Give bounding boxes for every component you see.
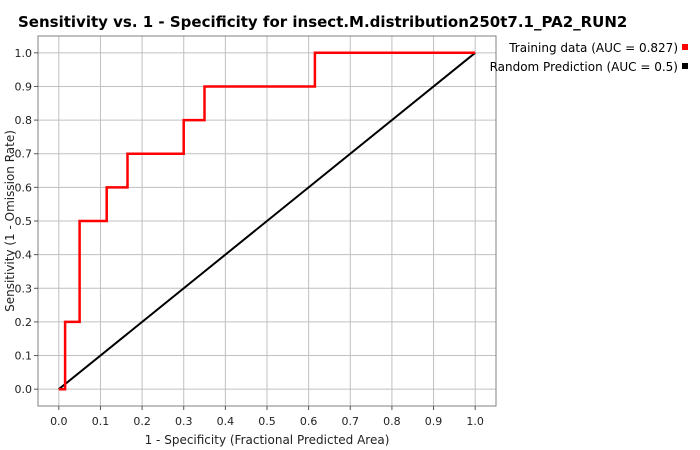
legend-random-prediction-swatch bbox=[682, 63, 688, 69]
training-data-line bbox=[58, 51, 476, 391]
y-tick-label: 0.5 bbox=[15, 215, 33, 228]
y-tick-label: 0.7 bbox=[15, 148, 33, 161]
y-tick-label: 0.0 bbox=[15, 383, 33, 396]
x-tick-label: 0.2 bbox=[133, 415, 151, 428]
y-axis-label: Sensitivity (1 - Omission Rate) bbox=[3, 130, 17, 312]
x-tick-label: 0.4 bbox=[217, 415, 235, 428]
x-axis-label: 1 - Specificity (Fractional Predicted Ar… bbox=[145, 433, 390, 447]
y-tick-label: 0.2 bbox=[15, 316, 33, 329]
series-lines bbox=[58, 51, 476, 391]
y-tick-label: 0.8 bbox=[15, 114, 33, 127]
x-tick-label: 0.1 bbox=[92, 415, 110, 428]
x-tick-label: 0.5 bbox=[258, 415, 276, 428]
x-tick-label: 0.9 bbox=[425, 415, 443, 428]
legend-random-prediction-label: Random Prediction (AUC = 0.5) bbox=[490, 60, 678, 74]
legend-training-data-label: Training data (AUC = 0.827) bbox=[508, 41, 678, 55]
x-tick-label: 0.0 bbox=[50, 415, 68, 428]
axis-ticks: 0.0 0.1 0.2 0.3 0.4 0.5 0.6 0.7 0.8 0.9 1.0 0.0 0.1 0… bbox=[15, 47, 484, 428]
chart-title: Sensitivity vs. 1 - Specificity for inse… bbox=[18, 13, 627, 31]
x-tick-label: 0.6 bbox=[300, 415, 318, 428]
y-tick-label: 0.9 bbox=[15, 80, 33, 93]
y-tick-label: 0.3 bbox=[15, 282, 33, 295]
x-tick-label: 0.3 bbox=[175, 415, 193, 428]
y-tick-label: 0.6 bbox=[15, 181, 33, 194]
random-prediction-line bbox=[58, 52, 476, 390]
legend-training-data-swatch bbox=[682, 44, 688, 50]
x-tick-label: 0.7 bbox=[342, 415, 360, 428]
x-tick-label: 0.8 bbox=[383, 415, 401, 428]
legend: Training data (AUC = 0.827) Random Predic… bbox=[490, 41, 688, 74]
y-tick-label: 0.1 bbox=[15, 350, 33, 363]
y-tick-label: 1.0 bbox=[15, 47, 33, 60]
y-tick-label: 0.4 bbox=[15, 249, 33, 262]
x-tick-label: 1.0 bbox=[466, 415, 484, 428]
